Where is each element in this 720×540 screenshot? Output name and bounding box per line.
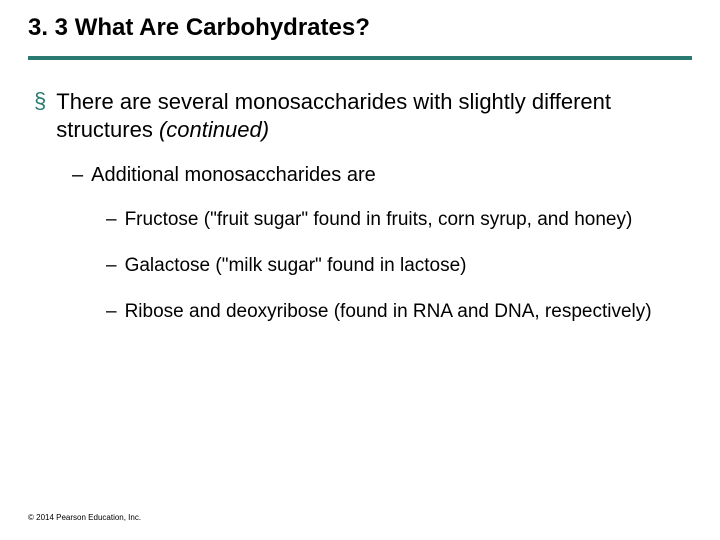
subsub-bullet: – Ribose and deoxyribose (found in RNA a… — [28, 300, 692, 324]
main-bullet-italic: (continued) — [159, 117, 269, 142]
subsub-bullet: – Galactose ("milk sugar" found in lacto… — [28, 254, 692, 278]
subsub-bullet-mark: – — [106, 254, 117, 278]
main-bullet: § There are several monosaccharides with… — [28, 88, 692, 143]
subsub-bullet-mark: – — [106, 208, 117, 232]
slide-title: 3. 3 What Are Carbohydrates? — [28, 14, 692, 42]
copyright-footer: © 2014 Pearson Education, Inc. — [28, 513, 141, 522]
main-bullet-mark: § — [34, 88, 46, 114]
sub-bullet-text: Additional monosaccharides are — [91, 163, 376, 188]
subsub-bullet-text: Galactose ("milk sugar" found in lactose… — [125, 254, 467, 278]
subsub-bullet: – Fructose ("fruit sugar" found in fruit… — [28, 208, 692, 232]
subsub-bullet-mark: – — [106, 300, 117, 324]
sub-bullet: – Additional monosaccharides are — [28, 163, 692, 188]
main-bullet-text: There are several monosaccharides with s… — [56, 88, 692, 143]
slide: 3. 3 What Are Carbohydrates? § There are… — [0, 0, 720, 540]
title-divider — [28, 56, 692, 60]
subsub-bullet-text: Ribose and deoxyribose (found in RNA and… — [125, 300, 652, 324]
main-bullet-prefix: There are several monosaccharides with s… — [56, 89, 611, 142]
subsub-bullet-text: Fructose ("fruit sugar" found in fruits,… — [125, 208, 633, 232]
sub-bullet-mark: – — [72, 163, 83, 188]
